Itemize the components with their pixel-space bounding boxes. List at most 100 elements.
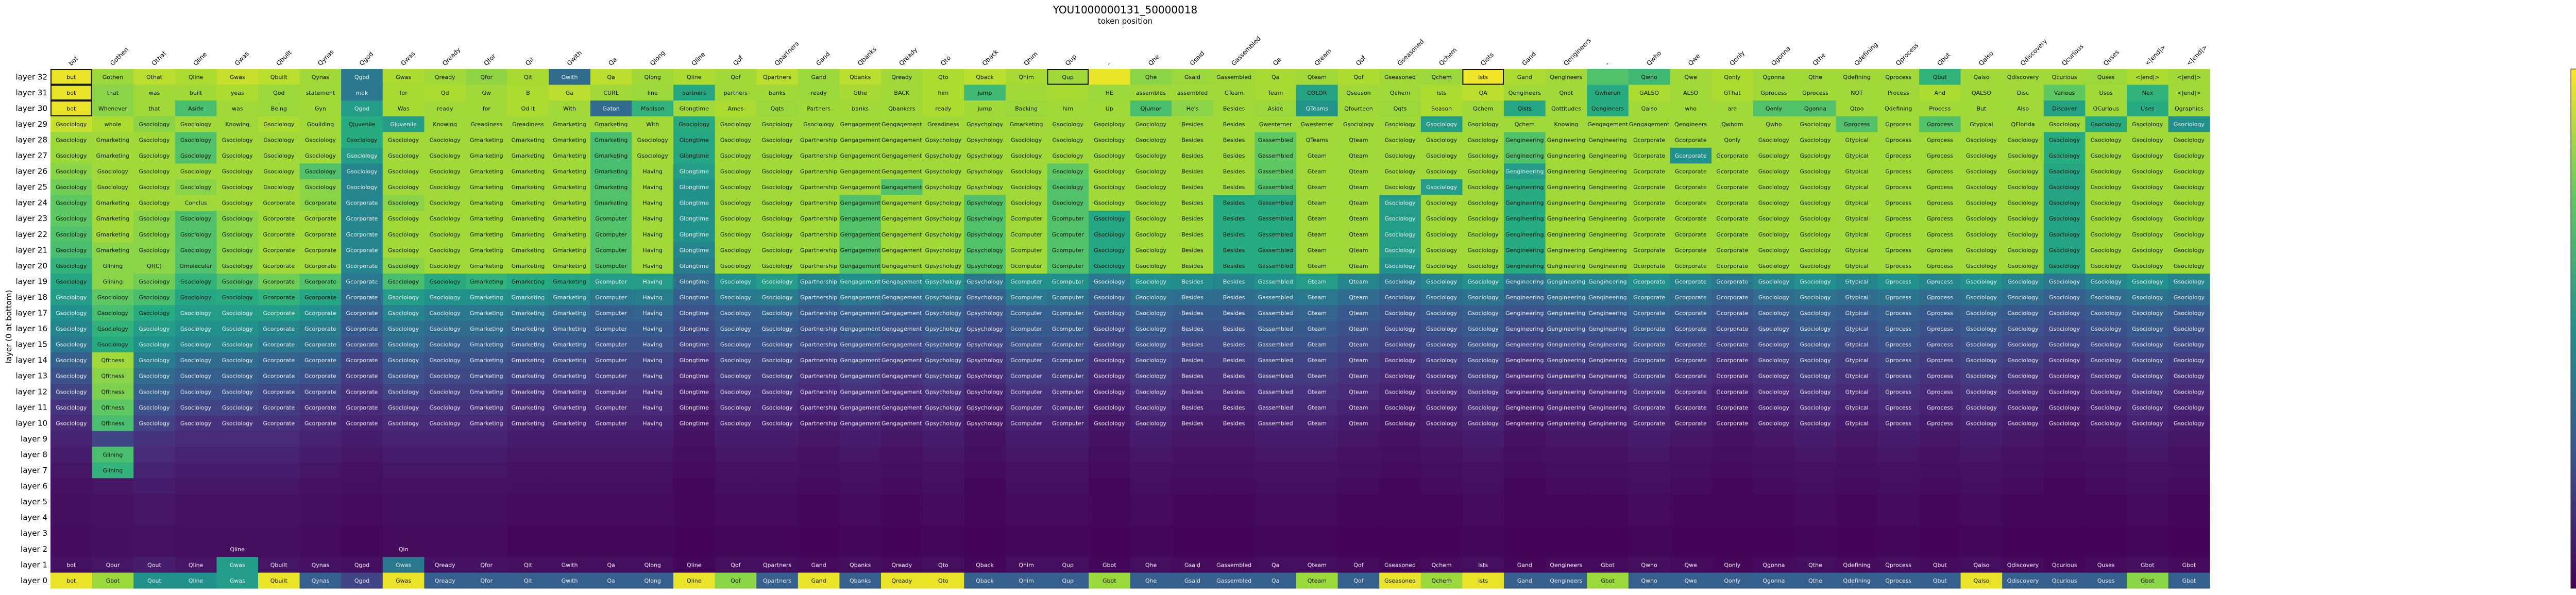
heatmap-cell	[715, 525, 757, 541]
cell-label: Qseason	[1346, 90, 1370, 96]
cell-label: Gmarketing	[553, 294, 586, 301]
cell-label: Gmarketing	[96, 152, 130, 159]
heatmap-cell	[673, 431, 715, 447]
cell-label: Gsociology	[1468, 184, 1499, 191]
cell-label: Gpsychology	[967, 420, 1003, 427]
heatmap-cell	[1711, 132, 1753, 148]
cell-label: Gcomputer	[595, 326, 627, 332]
cell-label: Gassembled	[1258, 388, 1293, 395]
cell-label: Gengineering	[1547, 357, 1585, 364]
heatmap-cell	[1753, 509, 1795, 526]
cell-label: Gsociology	[1758, 420, 1790, 427]
heatmap-cell	[1213, 147, 1255, 164]
layer-label: layer 18	[16, 293, 48, 302]
cell-label: Gcomputer	[1052, 278, 1084, 285]
cell-label: Gsociology	[1966, 263, 1997, 269]
cell-label: Gcorporate	[346, 294, 378, 301]
heatmap-cell	[1794, 525, 1837, 541]
heatmap-cell	[175, 132, 217, 148]
cell-label: Gsociology	[2049, 388, 2080, 395]
cell-label: Gsociology	[222, 168, 253, 175]
cell-label: Gcomputer	[1052, 404, 1084, 411]
heatmap-cell	[2043, 100, 2086, 117]
heatmap-cell	[1337, 509, 1380, 526]
heatmap-cell	[881, 84, 923, 101]
heatmap-cell	[1130, 69, 1172, 85]
heatmap-cell	[2002, 509, 2044, 526]
heatmap-cell	[2085, 132, 2127, 148]
layer-label: layer 0	[21, 576, 47, 585]
cell-label: Gsociology	[720, 310, 752, 317]
heatmap-cell	[2127, 100, 2168, 117]
cell-label: Gprocess	[1844, 121, 1870, 128]
cell-label: Gpsychology	[925, 342, 962, 348]
cell-label: Gtypical	[1845, 200, 1868, 207]
layer-label: layer 6	[21, 482, 47, 491]
heatmap-cell	[1836, 195, 1878, 211]
cell-label: Qpartners	[763, 577, 791, 584]
heatmap-cell	[466, 132, 507, 148]
heatmap-cell	[1794, 210, 1837, 227]
heatmap-cell	[1919, 462, 1961, 479]
cell-label: Gsociology	[1384, 215, 1416, 222]
heatmap-cell	[1047, 100, 1089, 117]
heatmap-cell	[1794, 431, 1837, 447]
cell-label: Gsociology	[56, 294, 87, 301]
cell-label: Gsociology	[388, 404, 419, 411]
cell-label: yeas	[231, 90, 244, 96]
cell-label: Qchem	[1432, 577, 1452, 584]
cell-label: Up	[1106, 105, 1113, 112]
heatmap-cell	[133, 84, 176, 101]
cell-label: Gsociology	[2174, 137, 2205, 143]
cell-label: Gengineering	[1505, 215, 1544, 222]
cell-label: Gcorporate	[346, 231, 378, 238]
cell-label: Knowing	[1554, 121, 1578, 128]
heatmap-cell	[590, 447, 632, 463]
heatmap-cell	[216, 100, 259, 117]
cell-label: Gmarketing	[470, 326, 503, 332]
cell-label: Was	[398, 105, 410, 112]
cell-label: Gmarketing	[553, 137, 586, 143]
cell-label: Gsociology	[56, 121, 87, 128]
cell-label: Qfor	[480, 74, 493, 80]
cell-label: him	[938, 90, 949, 96]
heatmap-cell	[839, 210, 882, 227]
cell-label: Gsociology	[761, 388, 793, 395]
cell-label: Gsociology	[2091, 168, 2122, 175]
cell-label: Process	[1888, 90, 1909, 96]
cell-label: Gengineering	[1505, 200, 1544, 207]
cell-label: Gsociology	[1094, 420, 1125, 427]
cell-label: Glongtime	[680, 404, 709, 411]
cell-label: ready	[437, 105, 453, 112]
heatmap-cell	[1213, 116, 1255, 132]
cell-label: Gcomputer	[1010, 231, 1042, 238]
cell-label: Gengineering	[1547, 168, 1585, 175]
cell-label: Gsociology	[2174, 420, 2205, 427]
cell-label: Gteam	[1308, 294, 1327, 301]
cell-label: Team	[1267, 90, 1283, 96]
layer-label: layer 15	[16, 340, 48, 349]
cell-label: Qteam	[1349, 357, 1368, 364]
cell-label: Qready	[435, 74, 455, 80]
cell-label: Gsociology	[761, 420, 793, 427]
heatmap-cell	[466, 147, 507, 164]
heatmap-cell	[1213, 132, 1255, 148]
heatmap-cell	[92, 147, 134, 164]
heatmap-cell	[1587, 541, 1629, 557]
cell-label: Gsociology	[2091, 152, 2122, 159]
layer-label: layer 31	[16, 88, 48, 97]
heatmap-cell	[1462, 147, 1504, 164]
cell-label: Gengagement	[840, 137, 880, 143]
cell-label: Gsociology	[2174, 200, 2205, 207]
cell-label: <|end|>	[2177, 90, 2201, 96]
cell-label: Gcomputer	[1010, 310, 1042, 317]
cell-label: Qwho	[1641, 562, 1657, 568]
heatmap-cell	[1130, 179, 1172, 195]
cell-label: Gsociology	[139, 278, 170, 285]
cell-label: Gsociology	[2049, 294, 2080, 301]
heatmap-cell	[216, 525, 259, 541]
cell-label: Gsociology	[1426, 373, 1458, 380]
cell-label: Qfitness	[101, 373, 124, 380]
cell-label: Gsociology	[2174, 168, 2205, 175]
cell-label: Aside	[1268, 105, 1283, 112]
